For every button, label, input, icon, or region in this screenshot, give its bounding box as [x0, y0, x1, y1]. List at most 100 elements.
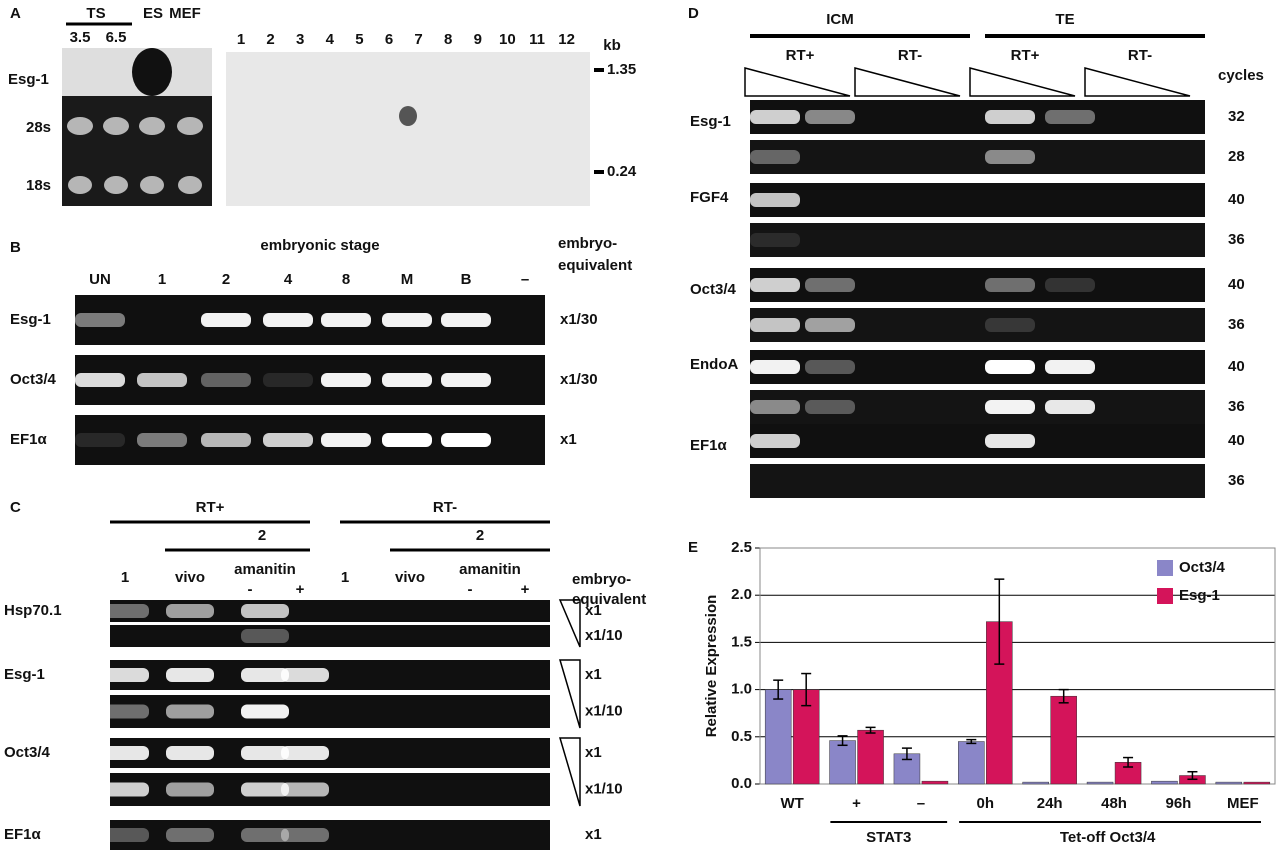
label: embryo-	[558, 235, 617, 252]
x-tick-label: +	[852, 795, 861, 812]
x-tick-label: WT	[781, 795, 804, 812]
label: RT+	[1011, 47, 1040, 64]
band	[67, 117, 93, 135]
panel-label: E	[688, 539, 698, 556]
gel	[110, 600, 550, 622]
y-tick-label: 1.0	[731, 681, 752, 698]
lane-label: -	[468, 581, 473, 598]
cycle-label: 36	[1228, 398, 1245, 415]
cycle-label: 36	[1228, 231, 1245, 248]
legend-label: Esg-1	[1179, 587, 1220, 604]
row-label: EF1α	[10, 431, 48, 448]
gel	[750, 464, 1205, 498]
band	[101, 828, 149, 842]
band	[263, 433, 313, 447]
label: TS	[86, 5, 105, 22]
lane-label: 8	[342, 271, 350, 288]
x-tick-label: –	[917, 795, 925, 812]
wedge	[558, 599, 581, 648]
band	[201, 313, 251, 327]
band	[139, 117, 165, 135]
band	[1045, 278, 1095, 292]
wedge	[854, 67, 961, 97]
label: RT-	[433, 499, 457, 516]
panel-label: D	[688, 5, 699, 22]
band	[241, 828, 289, 842]
lane-label: 9	[474, 31, 482, 48]
band	[166, 746, 214, 760]
bar	[764, 689, 792, 785]
wedge	[558, 737, 581, 807]
band	[750, 233, 800, 247]
cycle-label: 40	[1228, 276, 1245, 293]
bar	[1243, 781, 1271, 785]
band	[241, 668, 289, 682]
y-tick-label: 2.0	[731, 586, 752, 603]
x-tick-label: 24h	[1037, 795, 1063, 812]
band	[140, 176, 164, 194]
lane-label: 2	[266, 31, 274, 48]
label: kb	[603, 37, 621, 54]
marker-label: 1.35	[607, 61, 636, 78]
band	[201, 433, 251, 447]
band	[750, 318, 800, 332]
gel	[750, 268, 1205, 302]
amount-label: x1	[585, 666, 602, 683]
band	[281, 828, 329, 842]
cycle-label: 36	[1228, 472, 1245, 489]
label: 2	[476, 527, 484, 544]
band	[241, 629, 289, 643]
row-label: FGF4	[690, 189, 729, 206]
band	[201, 373, 251, 387]
gel	[750, 350, 1205, 384]
band	[321, 433, 371, 447]
wedge	[744, 67, 851, 97]
band	[263, 373, 313, 387]
x-tick-label: 48h	[1101, 795, 1127, 812]
amount-label: x1	[585, 826, 602, 843]
lane-label: 2	[222, 271, 230, 288]
group-label: Tet-off Oct3/4	[1060, 829, 1156, 846]
band	[166, 782, 214, 797]
gel	[750, 424, 1205, 458]
band	[750, 193, 800, 207]
label: ICM	[826, 11, 854, 28]
bar	[1050, 695, 1077, 785]
label: TE	[1055, 11, 1074, 28]
lane-label: 1	[341, 569, 349, 586]
x-tick-label: 0h	[977, 795, 995, 812]
band	[750, 400, 800, 414]
lane-label: 12	[558, 31, 575, 48]
label: ES	[143, 5, 163, 22]
label: 3.5	[70, 29, 91, 46]
band	[382, 373, 432, 387]
row-label: Hsp70.1	[4, 602, 62, 619]
band	[750, 110, 800, 124]
cycle-label: 40	[1228, 432, 1245, 449]
band	[321, 373, 371, 387]
band	[104, 176, 128, 194]
row-label: Oct3/4	[690, 281, 737, 298]
blot-signal	[132, 48, 172, 96]
lane-label: 8	[444, 31, 452, 48]
lane-label: UN	[89, 271, 111, 288]
lane-label: vivo	[175, 569, 205, 586]
lane-label: 6	[385, 31, 393, 48]
band	[75, 373, 125, 387]
band	[177, 117, 203, 135]
cycle-label: 28	[1228, 148, 1245, 165]
band	[985, 110, 1035, 124]
label: RT-	[898, 47, 922, 64]
band	[166, 828, 214, 842]
band	[241, 782, 289, 797]
row-label: EF1α	[4, 826, 42, 843]
band	[281, 782, 329, 797]
band	[1045, 110, 1095, 124]
lane-label: 5	[355, 31, 363, 48]
lane-label: M	[401, 271, 414, 288]
panel-label: A	[10, 5, 21, 22]
band	[101, 704, 149, 719]
row-label: Esg-1	[8, 71, 49, 88]
lane-label: 1	[121, 569, 129, 586]
bar	[1022, 781, 1049, 785]
